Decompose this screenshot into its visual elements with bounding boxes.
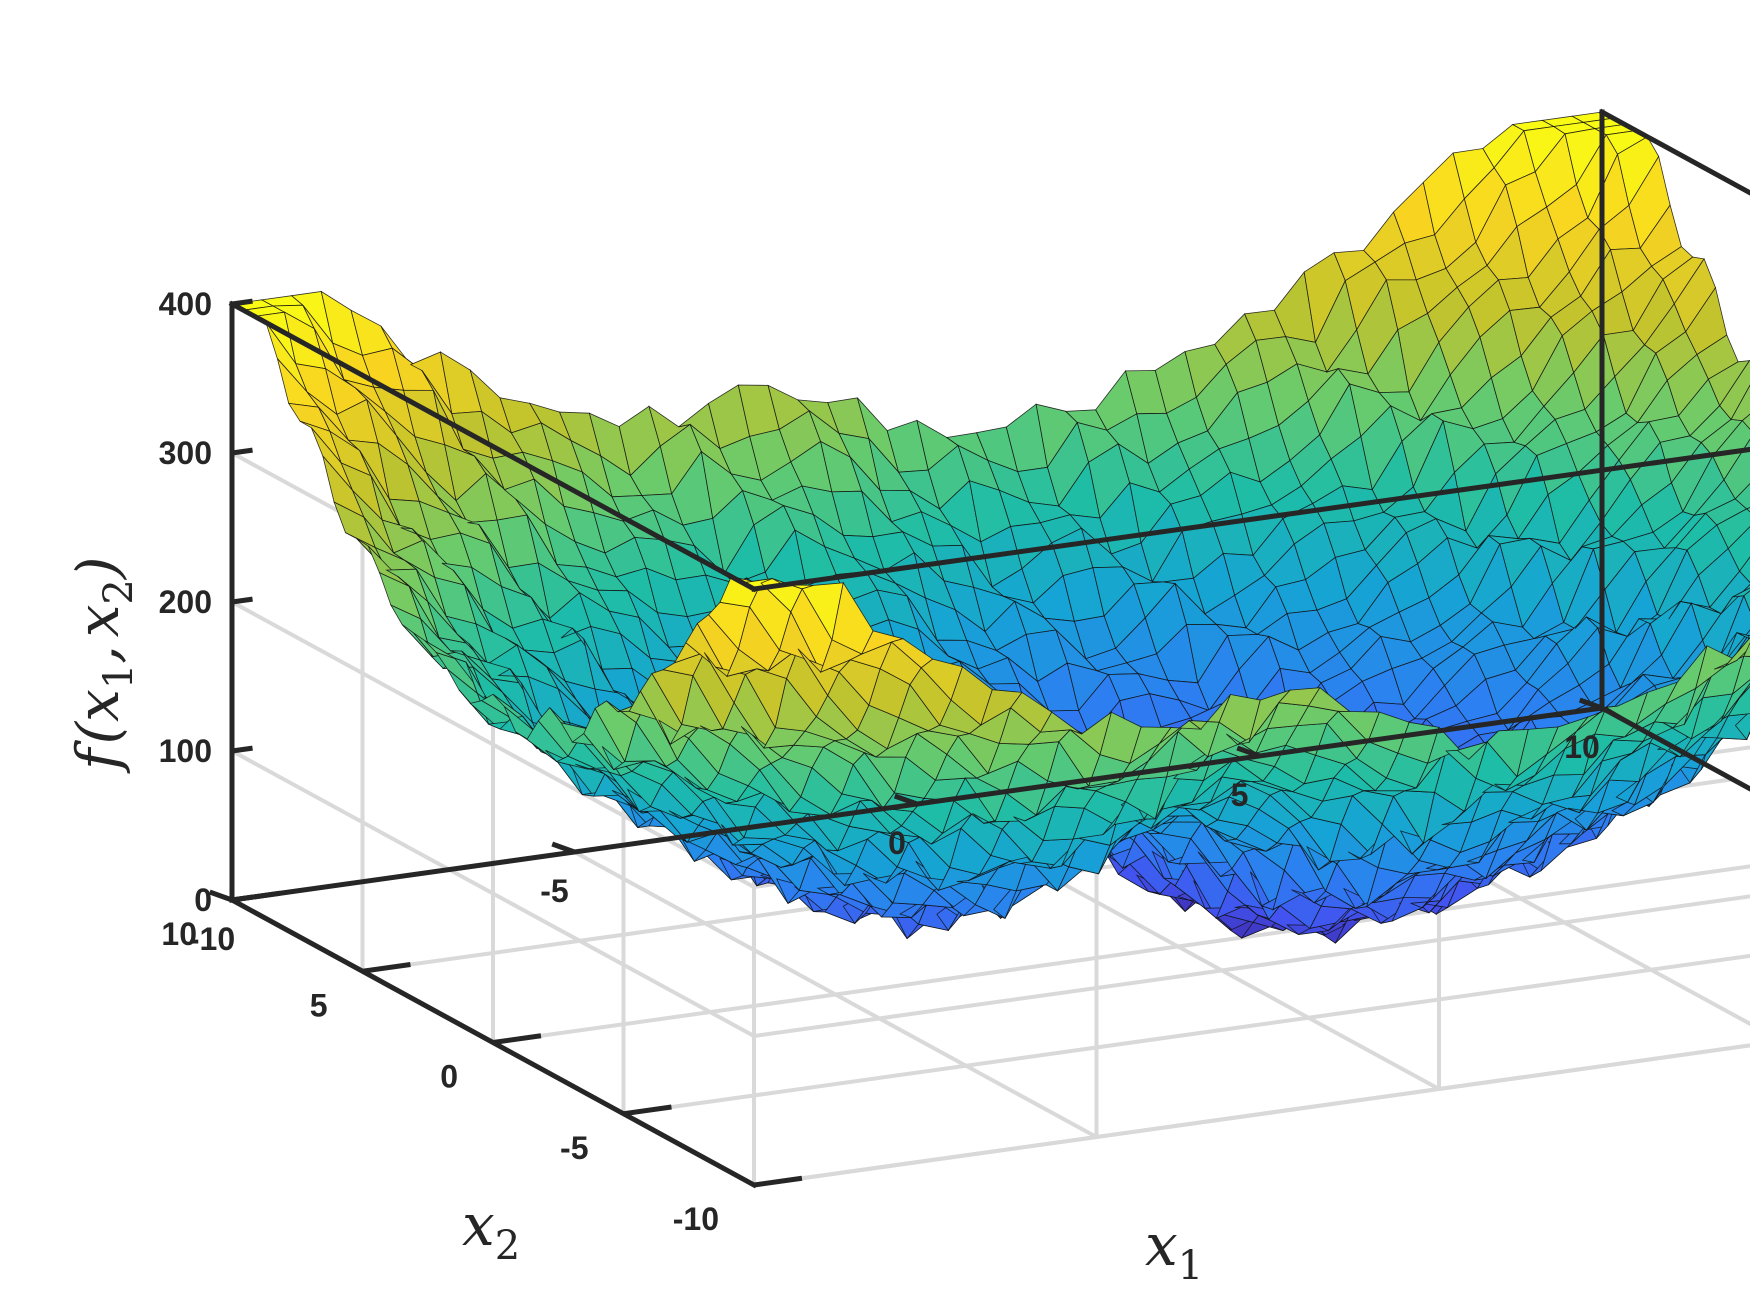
x2-tick-label: 10 [161, 916, 197, 952]
axis-line [751, 446, 1750, 592]
surface-patch [1731, 655, 1750, 696]
surface-patch [1730, 384, 1750, 422]
z-tick [231, 596, 253, 605]
x2-tick-label: -10 [673, 1201, 719, 1237]
surface-patch [1734, 710, 1750, 741]
x2-tick [623, 1104, 672, 1117]
x1-tick [893, 793, 918, 807]
x1-tick-label: -5 [540, 873, 568, 909]
surface-patch [1723, 438, 1750, 500]
gridline [492, 864, 1750, 1045]
x1-tick-label: 0 [888, 825, 906, 861]
x1-tick-label: 5 [1231, 777, 1249, 813]
surface-patch [1732, 587, 1750, 598]
surface [230, 111, 1750, 944]
gridline [623, 953, 1750, 1116]
gridline [753, 1043, 1750, 1187]
x2-tick [362, 962, 411, 974]
surface-patch [1743, 642, 1750, 657]
z-tick-label: 400 [159, 286, 212, 322]
surface-patch [1739, 683, 1750, 698]
surface-patch [1720, 679, 1750, 722]
z-tick-label: 100 [159, 733, 212, 769]
surface-patch [1725, 629, 1750, 662]
z-tick [231, 298, 253, 307]
surface-patch [1739, 556, 1750, 584]
surface-patch [1727, 526, 1750, 572]
axis-line [1598, 108, 1750, 196]
surface-patch [1734, 483, 1750, 510]
z-tick-label: 300 [159, 435, 212, 471]
surface-patch [1743, 590, 1750, 612]
z-axis-title: f(x1,x2) [64, 556, 142, 774]
surface-patch [1741, 413, 1750, 430]
gridline [231, 898, 1750, 1188]
surface-patch [1746, 730, 1750, 740]
x1-tick-label: -10 [189, 921, 235, 957]
x2-tick-label: 0 [440, 1059, 458, 1095]
x2-tick-label: 5 [310, 987, 328, 1023]
surface-patch [1725, 637, 1750, 667]
surface-patch [1720, 584, 1750, 614]
x1-tick [208, 889, 233, 903]
gridline [231, 749, 1750, 1039]
z-tick [231, 894, 253, 903]
z-tick-label: 0 [194, 882, 212, 918]
surface-patch [1745, 507, 1750, 513]
x1-tick [1236, 745, 1261, 759]
x2-tick-label: -5 [560, 1130, 588, 1166]
surface-patch [1727, 685, 1750, 717]
z-tick [231, 447, 253, 456]
z-tick [231, 745, 253, 754]
x1-tick-label: 10 [1564, 729, 1600, 765]
z-tick-label: 200 [159, 584, 212, 620]
x2-tick [753, 1175, 803, 1188]
x1-tick [1578, 697, 1603, 711]
axis-line [1598, 704, 1750, 792]
x2-axis-title: x2 [462, 1191, 520, 1269]
axis-line [228, 300, 758, 593]
x2-tick [492, 1033, 542, 1045]
surface-patch [1736, 632, 1750, 640]
x1-axis-title: x1 [1145, 1211, 1203, 1289]
x1-tick [551, 841, 576, 855]
